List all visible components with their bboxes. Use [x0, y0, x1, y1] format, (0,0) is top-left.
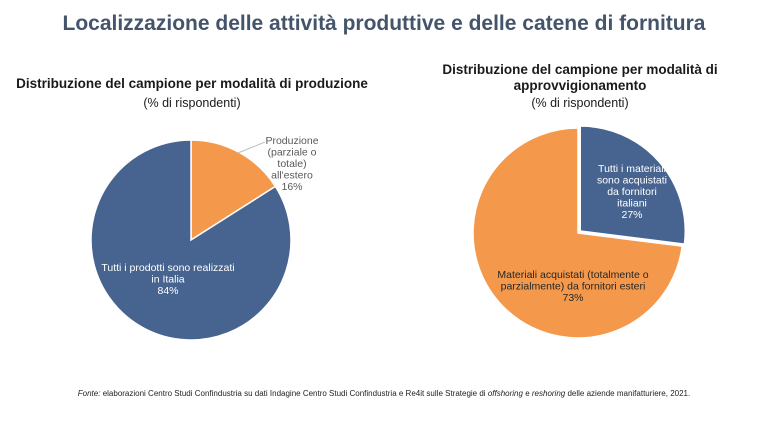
source-part3: delle aziende manifatturiere, 2021. — [567, 389, 691, 398]
pie1-label-0-line: (parziale o — [267, 147, 316, 159]
pie2-label-0-line: da fornitori — [607, 186, 657, 198]
pie2-slice-1 — [472, 127, 684, 339]
chart1-subtitle: (% di rispondenti) — [143, 96, 241, 110]
pie1-label-0-line: 16% — [281, 181, 302, 193]
pie1-label-1-line: in Italia — [151, 274, 184, 286]
pie1-label-0: Produzione (parziale o totale) all'estero 16… — [265, 135, 318, 193]
source-italic2: reshoring — [531, 389, 566, 398]
chart2-title: Distribuzione del campione per modalità … — [420, 62, 740, 94]
source-italic1: offshoring — [487, 389, 523, 398]
pie2-label-0: Tutti i materiali sono acquistati da forni… — [597, 163, 667, 221]
pie2-label-0-line: Tutti i materiali — [598, 163, 666, 175]
pie2-label-0-line: sono acquistati — [597, 175, 667, 187]
pie1-label-0-line: totale) — [277, 158, 306, 170]
pie2-label-1-line: Materiali acquistati (totalmente o — [497, 269, 648, 281]
slide-title: Localizzazione delle attività produttive… — [62, 12, 706, 35]
pie1-slice-1 — [90, 139, 292, 341]
chart2-title-line1: Distribuzione del campione per modalità … — [442, 62, 718, 77]
source-note: Fonte: elaborazioni Centro Studi Confind… — [0, 389, 768, 398]
pie2-slice-0 — [579, 125, 686, 246]
pie2-label-1-line: 73% — [562, 292, 583, 304]
chart1-title: Distribuzione del campione per modalità … — [16, 76, 368, 91]
pie2-label-0-line: 27% — [621, 209, 642, 221]
pie1-leader-line — [237, 141, 266, 154]
pie2-label-1-line: parzialmente) da fornitori esteri — [501, 281, 646, 293]
pie1-label-0-line: Produzione — [265, 135, 318, 147]
pie2-label-0-line: italiani — [617, 198, 647, 210]
source-label: Fonte: — [77, 389, 101, 398]
pie1-label-1-line: Tutti i prodotti sono realizzati — [101, 262, 234, 274]
chart2-title-line2: approvvigionamento — [513, 78, 647, 93]
chart2-subtitle: (% di rispondenti) — [531, 96, 629, 110]
source-part2: e — [525, 389, 530, 398]
pie2-label-1: Materiali acquistati (totalmente o parzia… — [497, 269, 648, 304]
source-part1: elaborazioni Centro Studi Confindustria … — [102, 389, 486, 398]
pie1-label-1: Tutti i prodotti sono realizzati in Itali… — [101, 262, 234, 297]
pie1-label-0-line: all'estero — [271, 170, 313, 182]
pie1-label-1-line: 84% — [157, 285, 178, 297]
